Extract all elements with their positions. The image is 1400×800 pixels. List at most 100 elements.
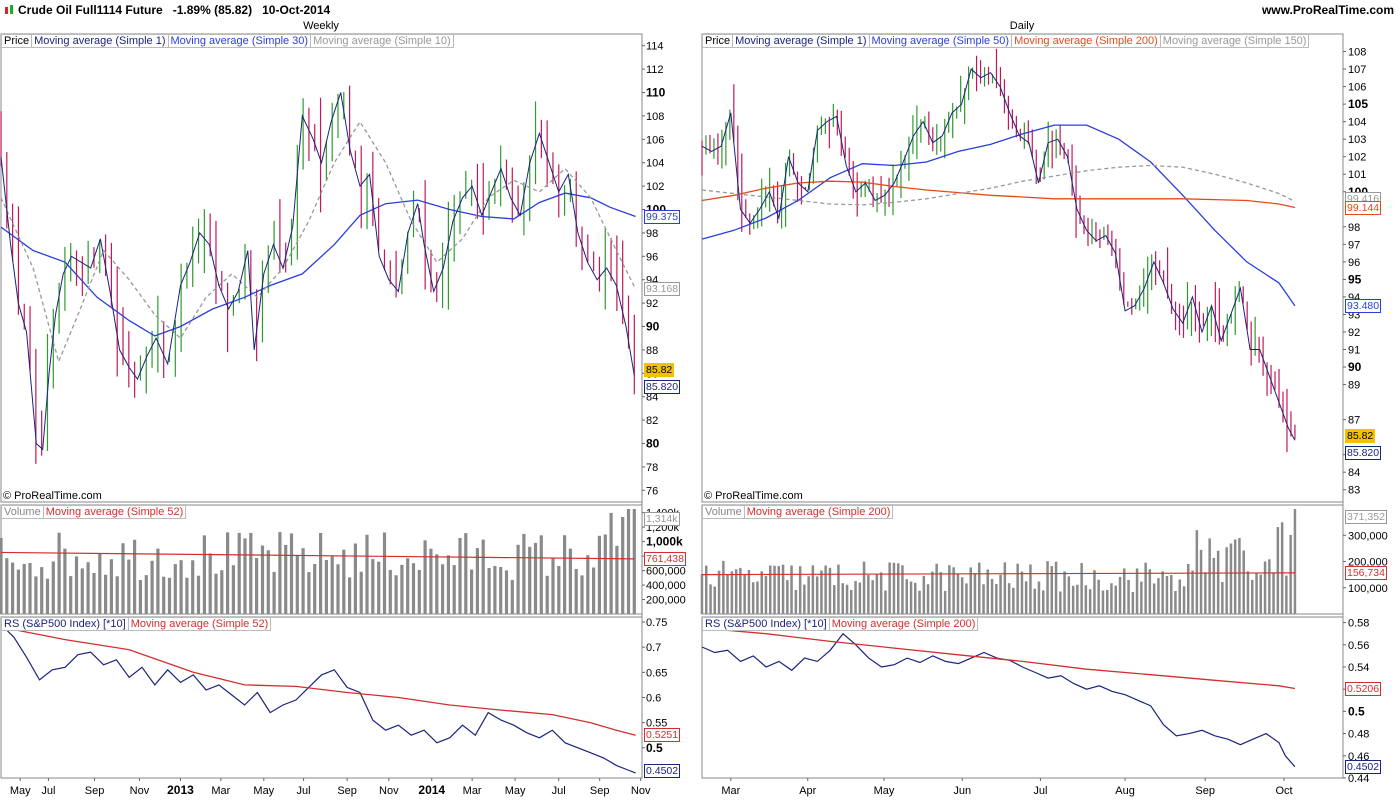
legend-price[interactable]: Price: [1, 34, 33, 48]
daily-volume-bar: [1135, 568, 1139, 614]
legend-ma1[interactable]: Moving average (Simple 1): [732, 34, 870, 48]
daily-rs-tick-label: 0.54: [1348, 662, 1369, 674]
daily-volume-bar: [1088, 589, 1092, 614]
weekly-x-tick-label: 2013: [167, 783, 194, 797]
legend-rs-ma[interactable]: Moving average (Simple 200): [828, 617, 979, 631]
daily-price-tick-label: 104: [1348, 117, 1366, 129]
weekly-copyright: © ProRealTime.com: [3, 490, 102, 502]
weekly-x-tick-label: Nov: [631, 785, 651, 797]
daily-volume-legend: Volume Moving average (Simple 200): [702, 505, 894, 519]
weekly-x-tick-label: May: [10, 785, 31, 797]
daily-volume-bar: [1042, 590, 1045, 614]
legend-volume-ma[interactable]: Moving average (Simple 200): [743, 505, 894, 519]
daily-volume-bar: [713, 586, 716, 614]
daily-volume-bar: [833, 585, 836, 614]
weekly-price-tick-label: 84: [646, 392, 658, 404]
daily-volume-bar: [1221, 582, 1224, 614]
daily-x-tick-label: Aug: [1115, 785, 1135, 797]
daily-volume-bar: [828, 567, 832, 614]
legend-ma30[interactable]: Moving average (Simple 30): [167, 34, 312, 48]
weekly-x-tick-label: Sep: [337, 785, 357, 797]
value-tag: 85.82: [644, 362, 675, 377]
legend-rs-ma[interactable]: Moving average (Simple 52): [127, 617, 272, 631]
daily-ma-line: [701, 180, 1296, 209]
weekly-volume-bar: [162, 576, 166, 614]
weekly-volume-bar: [5, 558, 9, 614]
legend-ma10[interactable]: Moving average (Simple 10): [310, 34, 454, 48]
legend-price[interactable]: Price: [702, 34, 734, 48]
weekly-volume-bar: [504, 570, 509, 614]
daily-volume-bar: [1063, 571, 1066, 614]
weekly-rs-tick-label: 0.5: [646, 741, 663, 755]
daily-volume-bar: [905, 579, 908, 614]
weekly-volume-bar: [51, 561, 55, 614]
daily-volume-bar: [760, 571, 763, 614]
legend-ma200[interactable]: Moving average (Simple 200): [1011, 34, 1161, 48]
weekly-x-tick-label: Jul: [552, 785, 566, 797]
daily-volume-bar: [824, 565, 827, 614]
legend-volume[interactable]: Volume: [1, 505, 44, 519]
weekly-volume-bar: [324, 560, 328, 614]
weekly-volume-bar: [278, 532, 282, 614]
legend-rs[interactable]: RS (S&P500 Index) [*10]: [702, 617, 830, 631]
daily-volume-bar: [943, 590, 947, 614]
daily-volume-bar: [1046, 561, 1049, 614]
weekly-volume-bar: [400, 564, 404, 614]
daily-volume-bar: [1251, 579, 1254, 614]
daily-volume-bar: [709, 584, 712, 614]
daily-volume-bar: [798, 566, 802, 614]
weekly-volume-bar: [191, 560, 195, 614]
weekly-volume-bar: [34, 576, 38, 614]
daily-subpanel-frame: [701, 616, 1344, 779]
weekly-volume-bar: [144, 575, 148, 614]
weekly-volume-bar: [63, 548, 67, 614]
weekly-volume-bar: [568, 548, 572, 614]
daily-volume-tick-label: 100,000: [1348, 583, 1388, 595]
legend-ma150[interactable]: Moving average (Simple 150): [1159, 34, 1310, 48]
legend-ma50[interactable]: Moving average (Simple 50): [868, 34, 1013, 48]
weekly-volume-bar: [121, 543, 125, 614]
weekly-volume-bar: [45, 578, 50, 614]
weekly-x-tick-label: Nov: [130, 785, 150, 797]
weekly-volume-bar: [563, 535, 567, 614]
daily-volume-bar: [879, 572, 883, 614]
daily-volume-bar: [786, 580, 789, 614]
weekly-volume-bar: [609, 512, 613, 614]
weekly-rs-tick-label: 0.65: [646, 667, 667, 679]
daily-volume-bar: [1216, 550, 1220, 614]
weekly-volume-bar: [441, 564, 445, 614]
daily-volume-bar: [914, 582, 917, 614]
weekly-rs-tick-label: 0.6: [646, 693, 661, 705]
daily-volume-bar: [803, 584, 806, 614]
weekly-volume-bar: [406, 558, 410, 614]
weekly-volume-bar: [493, 565, 497, 614]
daily-volume-tick-label: 200,000: [1348, 557, 1388, 569]
instrument-change: -1.89% (85.82): [172, 3, 253, 17]
daily-x-tick-label: Apr: [799, 785, 816, 797]
weekly-volume-bar: [173, 564, 177, 614]
value-tag: 85.82: [1345, 429, 1376, 444]
daily-volume-bar: [1255, 573, 1258, 614]
weekly-volume-bar: [580, 575, 584, 614]
daily-volume-bar: [1182, 586, 1186, 614]
daily-volume-ma-line: [701, 572, 1295, 576]
daily-volume-bar: [717, 570, 721, 614]
legend-volume-ma[interactable]: Moving average (Simple 52): [42, 505, 187, 519]
daily-volume-bar: [730, 571, 734, 614]
weekly-volume-bar: [156, 548, 160, 614]
legend-volume[interactable]: Volume: [702, 505, 745, 519]
daily-volume-bar: [1212, 557, 1216, 614]
daily-volume-bar: [1208, 538, 1211, 614]
daily-volume-bar: [1280, 522, 1284, 614]
daily-volume-bar: [1037, 581, 1041, 614]
weekly-volume-bar: [319, 533, 323, 614]
daily-volume-bar: [1204, 572, 1207, 614]
value-tag: 156,734: [1345, 565, 1387, 580]
site-url[interactable]: www.ProRealTime.com: [1261, 3, 1394, 17]
value-tag: 0.5206: [1345, 681, 1382, 696]
daily-volume-bar: [897, 563, 900, 614]
legend-ma1[interactable]: Moving average (Simple 1): [31, 34, 169, 48]
daily-x-tick-label: May: [874, 785, 895, 797]
daily-volume-bar: [769, 565, 772, 614]
legend-rs[interactable]: RS (S&P500 Index) [*10]: [1, 617, 129, 631]
